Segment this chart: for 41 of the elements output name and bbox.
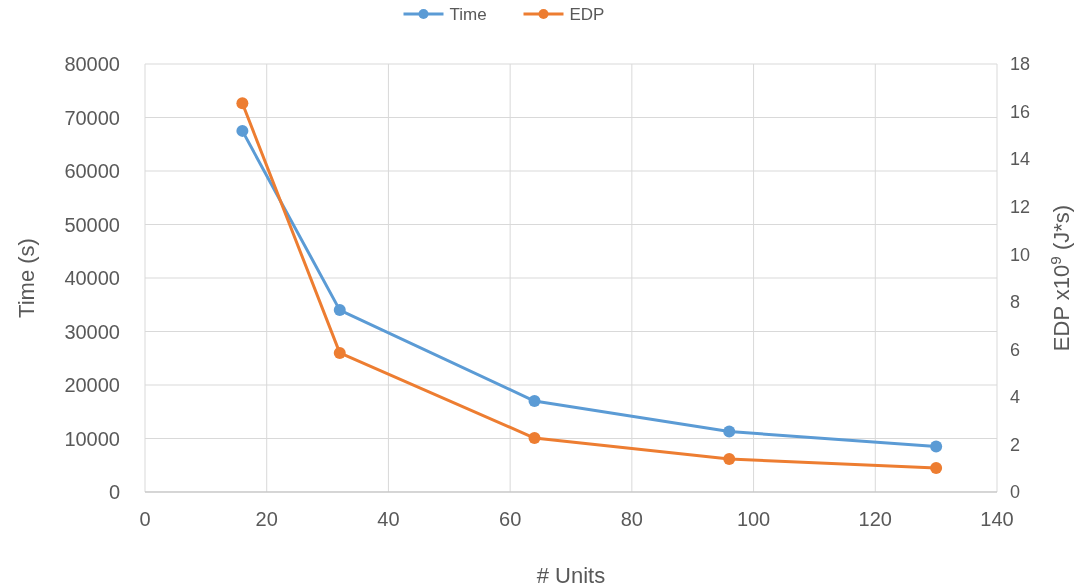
- y-axis-title: Time (s): [14, 238, 39, 318]
- point: [333, 304, 346, 317]
- point: [236, 124, 249, 137]
- x-tick-label: 40: [377, 508, 400, 530]
- x-tick-label: 80: [620, 508, 643, 530]
- y-tick-label: 50000: [64, 213, 120, 236]
- x-axis-title: # Units: [536, 563, 606, 587]
- point: [930, 461, 943, 474]
- y2-tick-label: 2: [1010, 434, 1021, 455]
- y-tick-label: 40000: [64, 267, 120, 289]
- x-tick-label: 0: [139, 508, 151, 530]
- y-tick-label: 70000: [64, 106, 120, 129]
- y2-tick-label: 8: [1010, 292, 1021, 313]
- y2-tick-label: 10: [1010, 244, 1031, 265]
- y2-tick-label: 4: [1010, 387, 1021, 408]
- y-tick-label: 20000: [64, 374, 120, 396]
- point: [723, 452, 736, 465]
- legend-label: EDP: [569, 4, 605, 24]
- point: [528, 432, 541, 445]
- y-tick-label: 80000: [64, 53, 120, 75]
- y2-tick-label: 6: [1010, 339, 1021, 360]
- y2-tick-label: 16: [1010, 101, 1031, 122]
- point: [528, 395, 541, 408]
- y2-tick-label: 14: [1010, 149, 1031, 170]
- y-tick-label: 60000: [64, 160, 120, 182]
- point: [930, 440, 943, 453]
- x-tick-label: 100: [736, 508, 771, 530]
- y-tick-label: 0: [108, 481, 120, 503]
- y2-tick-label: 18: [1010, 54, 1031, 75]
- x-tick-label: 60: [499, 508, 522, 530]
- y2-tick-label: 12: [1010, 196, 1031, 217]
- x-tick-label: 20: [255, 508, 278, 530]
- y2-tick-label: 0: [1010, 482, 1021, 503]
- point: [236, 97, 249, 110]
- point: [333, 346, 346, 359]
- x-tick-label: 120: [858, 508, 892, 530]
- point: [723, 425, 736, 438]
- y-tick-label: 10000: [64, 427, 120, 450]
- x-tick-label: 140: [980, 508, 1014, 530]
- legend-label: Time: [449, 4, 487, 24]
- y-tick-label: 30000: [64, 320, 120, 343]
